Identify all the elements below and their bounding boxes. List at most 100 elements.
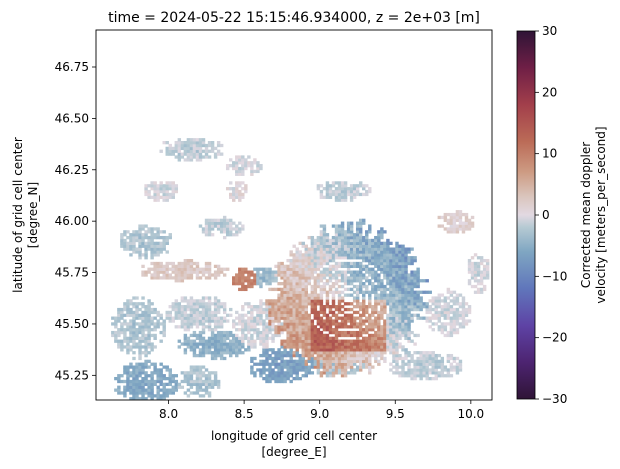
heatmap-cell xyxy=(368,313,372,317)
heatmap-cell xyxy=(210,316,215,320)
heatmap-cell xyxy=(183,276,188,280)
heatmap-cell xyxy=(189,342,194,346)
heatmap-cell xyxy=(461,319,466,323)
heatmap-cell xyxy=(319,351,324,355)
heatmap-cell xyxy=(413,273,417,277)
heatmap-cell xyxy=(120,348,124,352)
heatmap-cell xyxy=(135,333,139,338)
heatmap-cell xyxy=(235,227,239,231)
heatmap-cell xyxy=(383,244,387,248)
heatmap-cell xyxy=(374,238,378,243)
heatmap-cell xyxy=(368,261,372,266)
heatmap-cell xyxy=(256,328,260,332)
heatmap-cell xyxy=(129,371,133,375)
heatmap-cell xyxy=(216,336,221,340)
heatmap-cell xyxy=(352,310,357,315)
heatmap-cell xyxy=(431,296,435,300)
heatmap-cell xyxy=(389,368,393,372)
heatmap-cell xyxy=(298,241,302,245)
heatmap-cell xyxy=(177,270,182,274)
heatmap-cell xyxy=(398,287,402,292)
heatmap-cell xyxy=(316,279,321,283)
heatmap-cell xyxy=(198,376,203,381)
heatmap-cell xyxy=(241,227,245,231)
heatmap-cell xyxy=(322,282,327,286)
heatmap-cell xyxy=(328,267,333,271)
heatmap-cell xyxy=(337,241,342,245)
heatmap-cell xyxy=(216,152,221,156)
heatmap-cell xyxy=(368,305,372,309)
heatmap-cell xyxy=(150,362,154,366)
heatmap-cell xyxy=(120,238,124,243)
heatmap-cell xyxy=(428,353,432,358)
heatmap-cell xyxy=(174,187,179,191)
heatmap-cell xyxy=(141,316,145,320)
heatmap-cell xyxy=(186,316,191,320)
heatmap-cell xyxy=(180,313,185,317)
heatmap-cell xyxy=(144,342,148,346)
heatmap-cell xyxy=(352,339,357,343)
heatmap-cell xyxy=(286,284,290,289)
heatmap-cell xyxy=(310,310,315,315)
heatmap-cell xyxy=(295,330,299,335)
heatmap-cell xyxy=(138,371,142,375)
heatmap-cell xyxy=(150,187,154,191)
heatmap-cell xyxy=(289,345,293,349)
heatmap-cell xyxy=(292,282,296,286)
heatmap-cell xyxy=(132,336,136,340)
heatmap-cell xyxy=(201,141,206,145)
heatmap-cell xyxy=(358,353,363,358)
heatmap-cell xyxy=(274,273,278,277)
heatmap-cell xyxy=(328,253,333,257)
heatmap-cell xyxy=(150,184,154,188)
heatmap-cell xyxy=(150,233,154,237)
heatmap-cell xyxy=(289,368,293,372)
heatmap-cell xyxy=(289,322,293,326)
heatmap-cell xyxy=(325,336,330,340)
heatmap-cell xyxy=(286,319,290,323)
heatmap-cell xyxy=(241,155,245,159)
y-tick-label: 45.50 xyxy=(55,317,89,331)
heatmap-cell xyxy=(461,212,466,217)
heatmap-cell xyxy=(455,319,460,323)
heatmap-cell xyxy=(380,296,384,300)
heatmap-cell xyxy=(268,353,272,358)
heatmap-cell xyxy=(313,330,318,335)
heatmap-cell xyxy=(407,313,411,317)
heatmap-cell xyxy=(168,276,172,280)
heatmap-cell xyxy=(207,218,212,222)
heatmap-cell xyxy=(368,250,372,254)
heatmap-cell xyxy=(292,339,296,343)
heatmap-cell xyxy=(386,247,390,251)
heatmap-cell xyxy=(304,342,308,346)
heatmap-cell xyxy=(401,325,405,329)
heatmap-cell xyxy=(319,296,324,300)
heatmap-cell xyxy=(241,342,245,346)
heatmap-cell xyxy=(434,353,438,358)
heatmap-cell xyxy=(452,218,457,222)
heatmap-cell xyxy=(283,353,287,358)
heatmap-cell xyxy=(280,371,284,375)
heatmap-cell xyxy=(259,339,263,343)
heatmap-cell xyxy=(307,253,312,257)
heatmap-cell xyxy=(250,359,254,363)
heatmap-cell xyxy=(407,316,411,320)
heatmap-cell xyxy=(331,247,336,251)
heatmap-cell xyxy=(144,379,148,384)
heatmap-cell xyxy=(334,336,339,340)
heatmap-cell xyxy=(229,333,233,338)
heatmap-cell xyxy=(410,270,414,274)
heatmap-cell xyxy=(392,371,396,375)
heatmap-cell xyxy=(325,368,330,372)
heatmap-cell xyxy=(476,270,481,274)
heatmap-cell xyxy=(174,325,179,329)
heatmap-cell xyxy=(262,330,266,335)
heatmap-cell xyxy=(280,353,284,358)
heatmap-cell xyxy=(362,253,366,257)
heatmap-cell xyxy=(358,282,363,286)
heatmap-cell xyxy=(310,261,315,266)
heatmap-cell xyxy=(280,379,284,384)
heatmap-cell xyxy=(365,351,369,355)
heatmap-cell xyxy=(362,282,366,286)
heatmap-cell xyxy=(144,391,148,395)
